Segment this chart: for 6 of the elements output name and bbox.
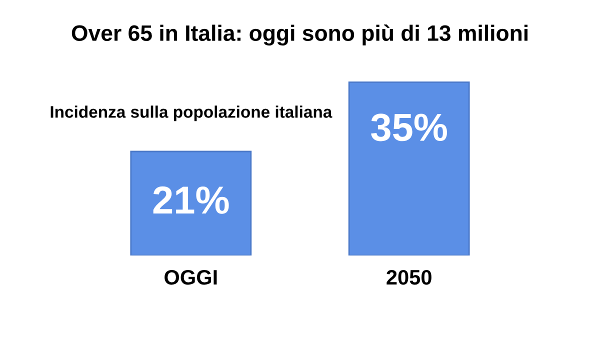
- data-label: 21%: [153, 186, 229, 214]
- chart-title: Over 65 in Italia: oggi sono più di 13 milioni: [72, 24, 528, 46]
- data-label: 35%: [371, 114, 447, 142]
- x-tick-label: OGGI: [164, 270, 217, 285]
- annotation: Incidenza sulla popolazione italiana: [50, 106, 332, 122]
- x-tick-label: 2050: [386, 270, 432, 285]
